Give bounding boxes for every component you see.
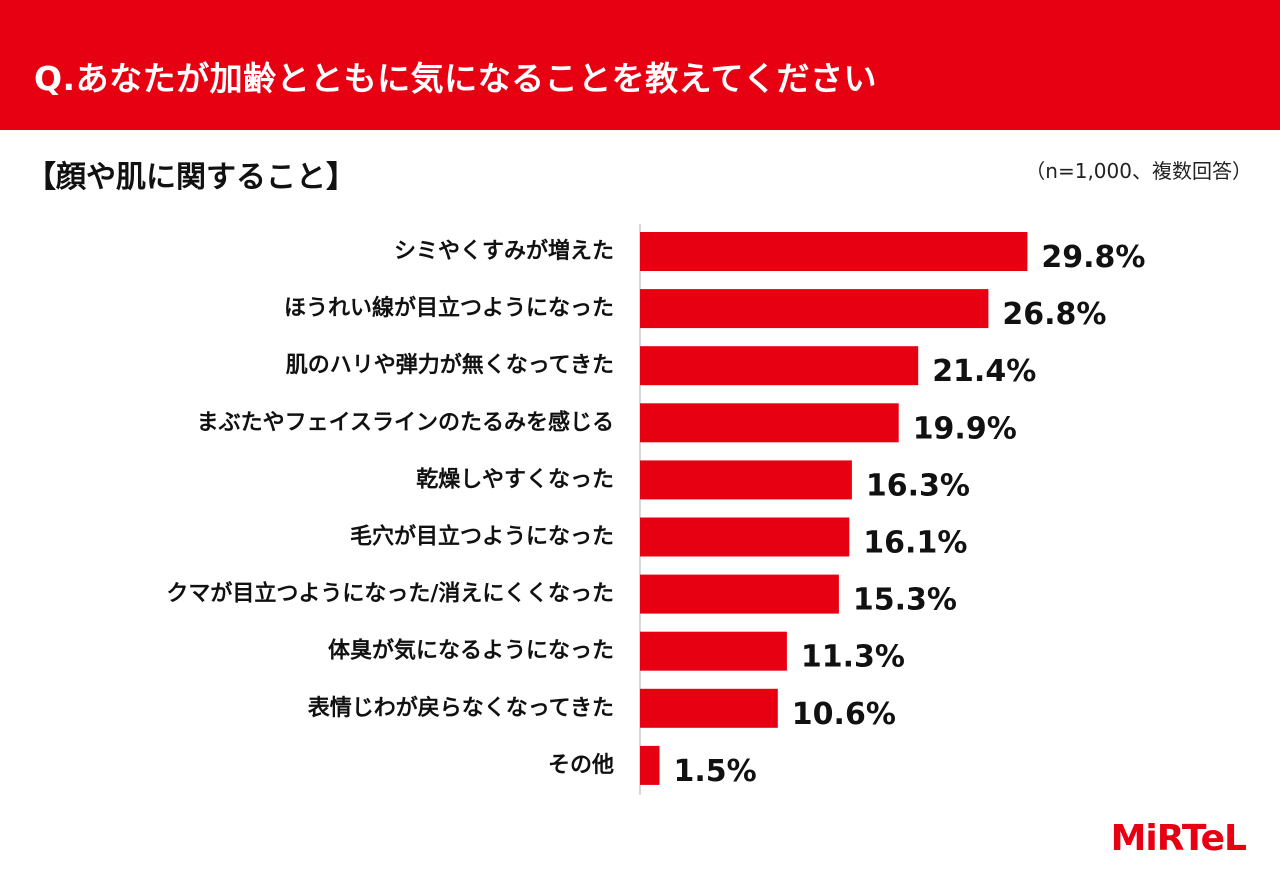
category-label: 体臭が気になるようになった [328,638,614,664]
sample-size-note: （n=1,000、複数回答） [1025,159,1252,183]
category-label: シミやくすみが増えた [394,238,614,264]
bar [640,517,850,557]
value-label: 10.6% [792,697,896,732]
value-label: 29.8% [1041,240,1145,275]
bar [640,688,778,728]
value-label: 19.9% [913,411,1017,446]
value-label: 21.4% [932,354,1036,389]
category-label: まぶたやフェイスラインのたるみを感じる [197,409,614,435]
section-title: 【顔や肌に関すること】 [26,160,356,195]
bar [640,289,989,329]
category-label: 表情じわが戻らなくなってきた [308,695,614,721]
category-label: その他 [548,753,614,778]
bar [640,403,899,443]
value-label: 16.1% [863,526,967,561]
bar [640,745,660,785]
category-label: クマが目立つようになった/消えにくくなった [166,581,614,607]
category-label: ほうれい線が目立つようになった [284,295,614,321]
value-label: 26.8% [1002,297,1106,332]
category-label: 毛穴が目立つようになった [350,524,614,550]
value-label: 11.3% [801,640,905,675]
bar [640,460,852,500]
category-label: 肌のハリや弾力が無くなってきた [286,352,614,378]
value-label: 1.5% [674,754,757,789]
value-label: 15.3% [853,583,957,618]
mirtel-logo: MiRTeL [1110,818,1247,859]
question-title: Q.あなたが加齢とともに気になることを教えてください [34,59,877,98]
value-label: 16.3% [866,468,970,503]
bar [640,346,919,386]
bar [640,574,839,614]
category-label: 乾燥しやすくなった [416,466,614,492]
bar [640,631,787,671]
bar [640,232,1028,271]
header-band: Q.あなたが加齢とともに気になることを教えてください [0,0,1280,130]
